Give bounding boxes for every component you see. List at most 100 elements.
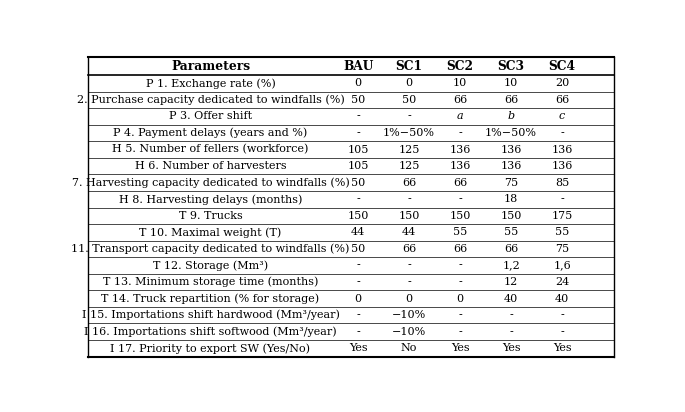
Text: 66: 66 [504,244,519,254]
Text: T 12. Storage (Mm³): T 12. Storage (Mm³) [153,260,268,271]
Text: T 9. Trucks: T 9. Trucks [179,211,242,221]
Text: 0: 0 [355,78,362,88]
Text: 136: 136 [501,161,522,171]
Text: 55: 55 [504,227,519,237]
Text: -: - [356,194,360,204]
Text: -: - [356,112,360,122]
Text: 1%−50%: 1%−50% [383,128,435,138]
Text: -: - [509,327,513,337]
Text: T 10. Maximal weight (T): T 10. Maximal weight (T) [139,227,282,238]
Text: 66: 66 [453,95,467,105]
Text: -: - [356,128,360,138]
Text: 136: 136 [449,145,471,154]
Text: 66: 66 [453,244,467,254]
Text: -: - [560,128,564,138]
Text: 2. Purchase capacity dedicated to windfalls (%): 2. Purchase capacity dedicated to windfa… [77,95,345,105]
Text: T 13. Minimum storage time (months): T 13. Minimum storage time (months) [103,277,318,287]
Text: Yes: Yes [349,343,367,353]
Text: 105: 105 [347,145,369,154]
Text: -: - [560,194,564,204]
Text: 66: 66 [453,178,467,188]
Text: SC2: SC2 [447,60,473,73]
Text: Parameters: Parameters [171,60,250,73]
Text: 136: 136 [551,161,573,171]
Text: b: b [508,112,514,122]
Text: 75: 75 [504,178,518,188]
Text: Yes: Yes [502,343,521,353]
Text: 136: 136 [449,161,471,171]
Text: 0: 0 [406,294,412,304]
Text: -: - [560,310,564,320]
Text: SC1: SC1 [396,60,423,73]
Text: 10: 10 [453,78,467,88]
Text: 18: 18 [504,194,519,204]
Text: 150: 150 [399,211,420,221]
Text: Yes: Yes [451,343,469,353]
Text: 1%−50%: 1%−50% [485,128,537,138]
Text: 66: 66 [555,95,569,105]
Text: 50: 50 [351,178,365,188]
Text: 44: 44 [351,227,365,237]
Text: 40: 40 [504,294,519,304]
Text: -: - [356,260,360,270]
Text: 12: 12 [504,277,519,287]
Text: -: - [458,194,462,204]
Text: H 6. Number of harvesters: H 6. Number of harvesters [135,161,286,171]
Text: 20: 20 [555,78,569,88]
Text: P 3. Offer shift: P 3. Offer shift [169,112,252,122]
Text: 50: 50 [402,95,416,105]
Text: P 1. Exchange rate (%): P 1. Exchange rate (%) [146,78,275,89]
Text: 0: 0 [457,294,464,304]
Text: I 17. Priority to export SW (Yes/No): I 17. Priority to export SW (Yes/No) [110,343,310,353]
Text: 175: 175 [551,211,573,221]
Text: 136: 136 [501,145,522,154]
Text: -: - [356,277,360,287]
Text: 150: 150 [347,211,369,221]
Text: 11. Transport capacity dedicated to windfalls (%): 11. Transport capacity dedicated to wind… [71,243,349,254]
Text: H 8. Harvesting delays (months): H 8. Harvesting delays (months) [119,194,302,204]
Text: No: No [401,343,417,353]
Text: T 14. Truck repartition (% for storage): T 14. Truck repartition (% for storage) [101,293,319,304]
Text: BAU: BAU [343,60,373,73]
Text: 1,2: 1,2 [502,260,520,270]
Text: -: - [560,327,564,337]
Text: 24: 24 [555,277,569,287]
Text: -: - [458,277,462,287]
Text: -: - [408,194,411,204]
Text: I 15. Importations shift hardwood (Mm³/year): I 15. Importations shift hardwood (Mm³/y… [82,310,339,321]
Text: -: - [408,277,411,287]
Text: 150: 150 [449,211,471,221]
Text: -: - [509,310,513,320]
Text: 66: 66 [402,244,416,254]
Text: 150: 150 [501,211,522,221]
Text: 105: 105 [347,161,369,171]
Text: 75: 75 [555,244,569,254]
Text: -: - [356,310,360,320]
Text: -: - [356,327,360,337]
Text: 125: 125 [399,145,420,154]
Text: 66: 66 [402,178,416,188]
Text: -: - [408,112,411,122]
Text: 40: 40 [555,294,569,304]
Text: −10%: −10% [392,327,426,337]
Text: 10: 10 [504,78,519,88]
Text: P 4. Payment delays (years and %): P 4. Payment delays (years and %) [113,128,308,138]
Text: 44: 44 [402,227,416,237]
Text: 85: 85 [555,178,569,188]
Text: c: c [559,112,565,122]
Text: SC4: SC4 [549,60,575,73]
Text: 0: 0 [406,78,412,88]
Text: 0: 0 [355,294,362,304]
Text: -: - [408,260,411,270]
Text: Yes: Yes [553,343,571,353]
Text: −10%: −10% [392,310,426,320]
Text: 125: 125 [399,161,420,171]
Text: -: - [458,310,462,320]
Text: 1,6: 1,6 [553,260,571,270]
Text: a: a [457,112,464,122]
Text: I 16. Importations shift softwood (Mm³/year): I 16. Importations shift softwood (Mm³/y… [84,326,337,337]
Text: 66: 66 [504,95,519,105]
Text: 50: 50 [351,244,365,254]
Text: 55: 55 [453,227,467,237]
Text: 7. Harvesting capacity dedicated to windfalls (%): 7. Harvesting capacity dedicated to wind… [72,178,349,188]
